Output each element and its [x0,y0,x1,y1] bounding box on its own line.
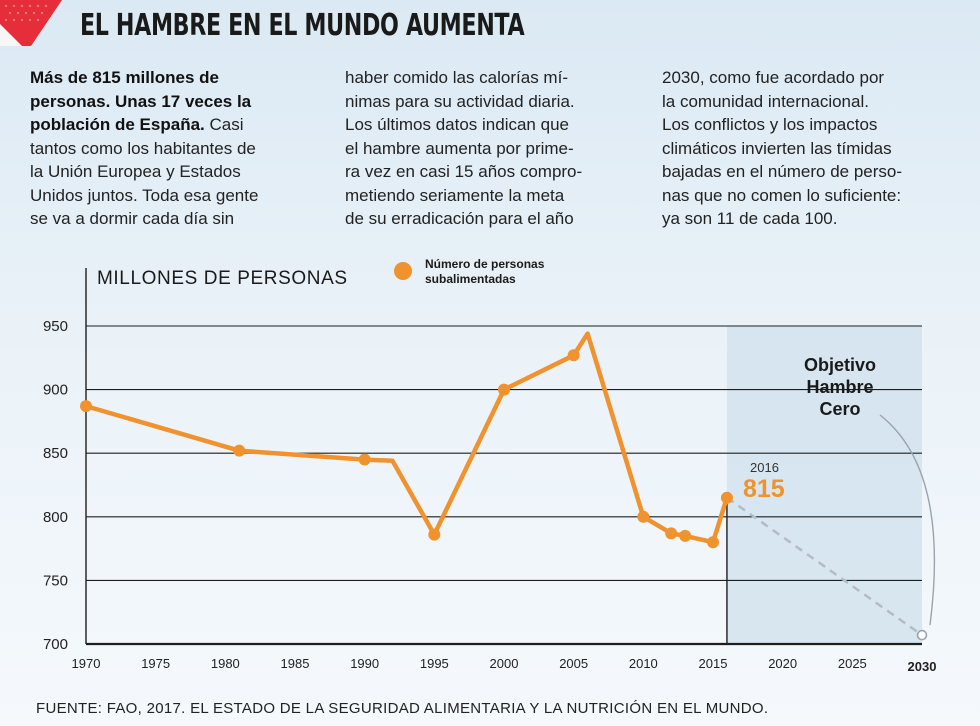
article-line: se va a dormir cada día sin [30,209,235,228]
legend-label-line-1: Número de personas [425,257,545,271]
data-point [428,528,441,541]
article-column-1: Más de 815 millones de personas. Unas 17 … [30,66,300,231]
article-line: Los últimos datos indican que [345,115,569,134]
article-line: bajadas en el número de perso- [662,162,903,181]
article-line: el hambre aumenta por prime- [345,138,574,158]
x-tick-label: 2030 [908,659,937,674]
goal-label-line-2: Hambre [806,377,873,397]
page-title: EL HAMBRE EN EL MUNDO AUMENTA [80,8,525,43]
goal-label-line-3: Cero [819,399,860,419]
data-point [80,400,92,413]
article-column-3: 2030, como fue acordado por la comunidad… [662,66,952,231]
data-point [720,491,733,504]
article-line: nas que no comen lo suficiente: [662,185,902,205]
legend-marker [394,262,412,280]
goal-period-shading [726,326,922,644]
y-tick-labels: 700 750 800 850 900 950 [43,318,68,653]
x-tick-label: 1970 [72,656,101,671]
red-corner-icon [0,0,62,46]
x-tick-labels: 1970 1975 1980 1985 1990 1995 2000 2005 2010 2015… [72,656,937,674]
goal-label-line-1: Objetivo [804,355,876,375]
article-line: Unidos juntos. Toda esa gente [30,185,259,205]
x-tick-label: 1990 [350,656,379,671]
y-tick-label: 800 [43,509,68,526]
projection-line [726,496,923,637]
y-tick-label: 950 [43,318,68,335]
article-line: la Unión Europea y Estados [30,162,241,181]
article-line: 2030, como fue acordado por [662,68,885,87]
series-line [83,331,730,545]
article-column-2: haber comido las calorías mí- nimas para… [345,66,630,231]
x-tick-label: 2000 [490,656,519,671]
x-tick-label: 1995 [420,656,449,671]
data-point [233,444,246,457]
lead-line-1: Más de 815 millones de [30,68,219,87]
data-point [498,383,510,396]
article-line: haber comido las calorías mí- [345,68,568,87]
source-note: FUENTE: FAO, 2017. EL ESTADO DE LA SEGUR… [36,700,769,717]
goal-arrow [879,414,936,626]
series-markers [80,349,733,549]
x-tick-label: 2015 [699,656,728,671]
chart-grid [86,325,922,581]
y-tick-label: 700 [43,636,68,653]
latest-value-label: 815 [743,475,785,503]
x-tick-label: 1985 [281,656,310,671]
article-line: tantos como los habitantes de [30,138,256,158]
x-tick-label: 1980 [211,656,240,671]
lead-line-3: población de España. [30,115,205,134]
article-line: de su erradicación para el año [345,209,574,228]
data-point [358,453,371,466]
x-tick-label: 2020 [768,656,797,671]
x-tick-label: 1975 [141,656,170,671]
y-axis-title: MILLONES DE PERSONAS [97,268,348,289]
data-point [637,510,650,523]
article-line: ya son 11 de cada 100. [662,209,838,228]
data-point [567,349,580,362]
lead-tail: Casi [204,115,244,134]
article-line: metiendo seriamente la meta [345,185,565,205]
x-tick-label: 2010 [629,656,658,671]
x-tick-label: 2005 [559,656,588,671]
data-point [707,536,719,549]
data-point [679,529,692,542]
data-point [665,527,678,540]
y-tick-label: 900 [43,382,68,399]
latest-year-label: 2016 [750,460,779,475]
article-line: la comunidad internacional. [662,91,869,111]
article-line: Los conflictos y los impactos [662,115,878,134]
article-line: climáticos invierten las tímidas [662,138,892,158]
lead-line-2: personas. Unas 17 veces la [30,91,252,111]
legend-label-line-2: subalimentadas [425,272,516,286]
article-line: nimas para su actividad diaria. [345,91,575,111]
y-tick-label: 750 [43,572,68,589]
x-tick-label: 2025 [838,656,867,671]
goal-target-marker [916,629,928,641]
y-tick-label: 850 [43,445,68,462]
article-line: ra vez en casi 15 años compro- [345,162,583,181]
